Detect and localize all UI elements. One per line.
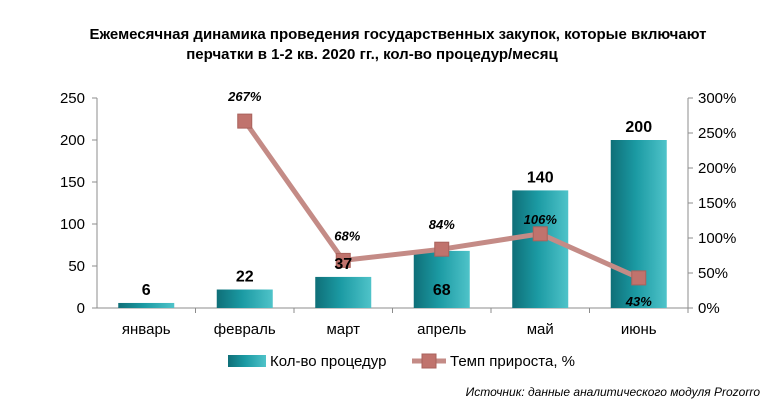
legend-bar-label: Кол-во процедур [270,353,386,370]
bar [118,302,175,308]
growth-rate-label: 68% [334,228,360,243]
bar [315,276,372,308]
bar-value-label: 22 [236,269,254,286]
y-left-tick-label: 0 [77,300,85,317]
line-marker [532,226,548,242]
y-right-tick-label: 300% [698,90,736,107]
y-right-tick-label: 250% [698,125,736,142]
line-marker [631,270,647,286]
x-category-label: июнь [621,321,657,338]
line-marker [434,241,450,257]
bar-value-label: 68 [433,282,451,299]
legend: Кол-во процедур Темп прироста, % [228,353,575,370]
growth-rate-label: 267% [227,89,262,104]
x-category-label: апрель [417,321,466,338]
x-category-label: январь [122,321,171,338]
bar [216,289,273,308]
growth-rate-label: 106% [524,212,558,227]
growth-rate-label: 43% [625,294,652,309]
x-category-label: февраль [214,321,276,338]
legend-bar-swatch [228,355,266,367]
y-left-tick-label: 150 [60,174,85,191]
bar-value-label: 6 [142,282,151,299]
bar [413,250,470,308]
data-labels-group: 6 22 37 68 140 200 267% 68% 84% 106% 43% [142,89,652,309]
line-marker [335,252,351,268]
bar-value-label: 37 [334,256,352,273]
line-marker [237,113,253,129]
y-left-tick-label: 50 [68,258,85,275]
chart-title-line2: перчатки в 1-2 кв. 2020 гг., кол-во проц… [186,46,558,63]
bar [512,190,569,308]
y-right-tick-label: 100% [698,230,736,247]
y-right-tick-label: 200% [698,160,736,177]
legend-line-marker [421,353,437,369]
bars-group [118,140,667,308]
y-left-tick-label: 200 [60,132,85,149]
y-left-tick-label: 250 [60,90,85,107]
y-right-tick-label: 50% [698,265,728,282]
y-right-tick-label: 150% [698,195,736,212]
chart-title-line1: Ежемесячная динамика проведения государс… [89,26,706,43]
bar-value-label: 200 [625,119,652,136]
y-right-tick-label: 0% [698,300,720,317]
growth-rate-label: 84% [429,217,455,232]
x-category-label: март [326,321,360,338]
y-left-tick-label: 100 [60,216,85,233]
bar-value-label: 140 [527,169,554,186]
axes-group: 0 50 100 150 200 250 0% 50% 100% 150% 200% 250% 300%… [60,90,736,338]
legend-line-label: Темп прироста, % [450,353,575,370]
line-series-group [237,113,647,286]
source-note: Источник: данные аналитического модуля P… [466,385,761,399]
x-category-label: май [527,321,554,338]
